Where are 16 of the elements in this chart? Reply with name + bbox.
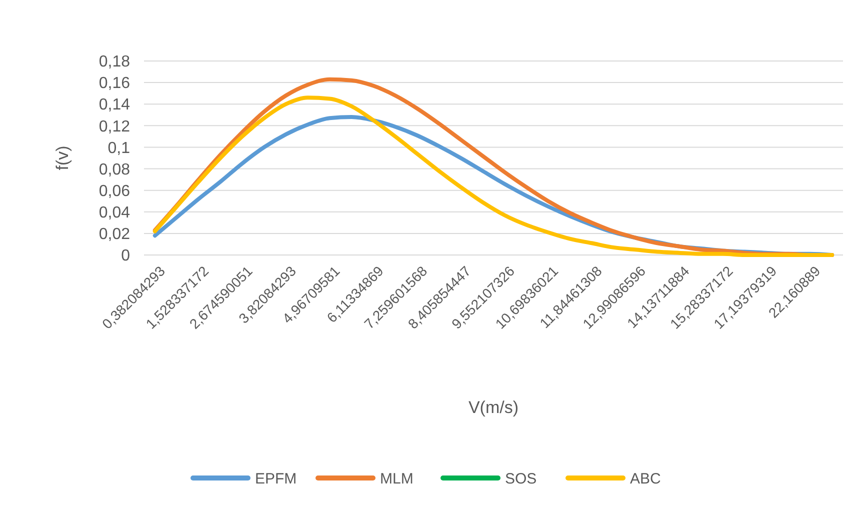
x-axis-title: V(m/s) xyxy=(468,398,519,417)
legend-label: ABC xyxy=(630,470,662,488)
y-tick-label: 0,06 xyxy=(98,182,130,200)
y-tick-label: 0,1 xyxy=(108,140,130,157)
y-tick-label: 0,12 xyxy=(98,118,130,136)
y-tick-label: 0,14 xyxy=(98,96,130,114)
legend-label: EPFM xyxy=(255,470,297,488)
y-tick-label: 0,16 xyxy=(98,75,130,92)
y-tick-label: 0,18 xyxy=(98,54,130,71)
y-tick-label: 0 xyxy=(121,248,130,265)
legend-label: SOS xyxy=(505,470,537,488)
y-tick-label: 0,02 xyxy=(98,226,130,244)
legend-label: MLM xyxy=(380,470,414,488)
y-tick-label: 0,04 xyxy=(98,204,130,222)
y-axis-title: f(v) xyxy=(53,146,72,170)
y-tick-label: 0,08 xyxy=(98,161,130,178)
